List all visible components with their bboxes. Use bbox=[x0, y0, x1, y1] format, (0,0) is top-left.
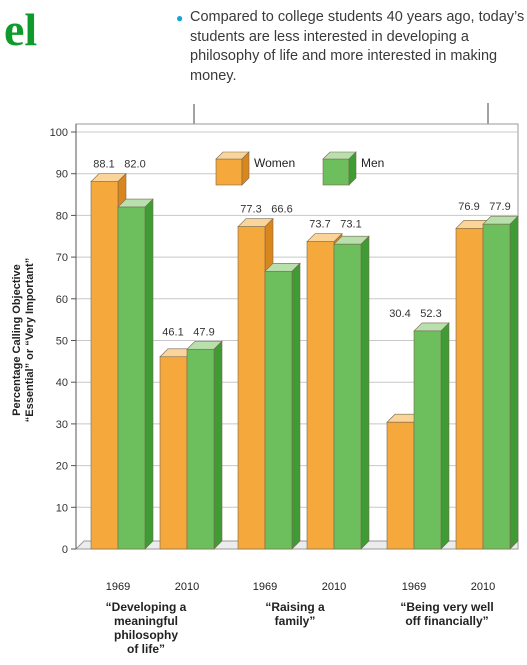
bar-women bbox=[306, 241, 335, 550]
data-label-women: 88.1 bbox=[93, 159, 114, 171]
legend-label-men: Men bbox=[361, 156, 384, 170]
data-label-men: 77.9 bbox=[489, 201, 510, 213]
data-label-women: 77.3 bbox=[240, 204, 261, 216]
data-label-women: 76.9 bbox=[458, 201, 479, 213]
data-labels: 88.1 82.0 46.1 47.9 77.3 66.6 73.7 73.1 30.4 52.3… bbox=[93, 159, 510, 339]
callout-text: Compared to college students 40 years ag… bbox=[190, 9, 525, 84]
bar-men-side bbox=[291, 262, 301, 550]
data-label-men: 47.9 bbox=[193, 326, 214, 338]
y-tick-label: 0 bbox=[62, 544, 68, 556]
y-tick-label: 80 bbox=[56, 210, 68, 222]
x-year-label: 2010 bbox=[471, 581, 495, 593]
bullet-icon: ● bbox=[176, 11, 184, 25]
y-tick-label: 90 bbox=[56, 169, 68, 181]
x-category-label: family” bbox=[275, 614, 316, 628]
x-axis-labels: 1969 2010 1969 2010 1969 2010 “Developing amea… bbox=[106, 581, 496, 656]
x-category-label: meaningful bbox=[114, 614, 178, 628]
bar-men-side bbox=[440, 322, 450, 550]
x-category-label: off financially” bbox=[405, 614, 488, 628]
x-year-label: 2010 bbox=[322, 581, 346, 593]
bar-women bbox=[159, 356, 188, 550]
y-tick-label: 40 bbox=[56, 377, 68, 389]
bar-men bbox=[117, 206, 146, 550]
y-axis: 0 10 20 30 40 50 60 70 80 90 100 bbox=[50, 124, 77, 556]
legend-label-women: Women bbox=[254, 156, 295, 170]
y-tick-label: 10 bbox=[56, 502, 68, 514]
x-year-label: 1969 bbox=[106, 581, 130, 593]
x-year-label: 1969 bbox=[253, 581, 277, 593]
x-category-label: philosophy bbox=[114, 628, 178, 642]
y-axis-title-line1: Percentage Calling Objective bbox=[11, 264, 23, 416]
x-category-label: “Developing a bbox=[106, 600, 187, 614]
bar-men bbox=[413, 330, 442, 550]
y-tick-label: 30 bbox=[56, 419, 68, 431]
bar-men bbox=[186, 348, 215, 550]
data-label-women: 46.1 bbox=[162, 326, 183, 338]
y-tick-label: 100 bbox=[50, 127, 68, 139]
y-tick-label: 20 bbox=[56, 461, 68, 473]
chart-callout: ● Compared to college students 40 years … bbox=[176, 8, 526, 86]
x-category-label: of life” bbox=[127, 642, 165, 656]
x-year-label: 2010 bbox=[175, 581, 199, 593]
bar-men-side bbox=[144, 198, 154, 550]
data-label-men: 52.3 bbox=[420, 308, 441, 320]
y-axis-title-line2: “Essential” or “Very Important” bbox=[24, 258, 36, 422]
legend: Women Men bbox=[215, 151, 384, 186]
x-year-label: 1969 bbox=[402, 581, 426, 593]
data-label-women: 73.7 bbox=[309, 219, 330, 231]
header-fragment: el bbox=[4, 4, 38, 55]
bar-men bbox=[482, 223, 511, 550]
legend-swatch-side bbox=[348, 151, 357, 186]
bar-women bbox=[237, 226, 266, 550]
y-tick-label: 70 bbox=[56, 252, 68, 264]
bar-women bbox=[455, 228, 484, 550]
y-tick-label: 60 bbox=[56, 294, 68, 306]
bar-men-side bbox=[213, 340, 223, 550]
legend-swatch-women bbox=[215, 158, 243, 186]
legend-swatch-men bbox=[322, 158, 350, 186]
bar-men bbox=[264, 270, 293, 550]
x-category-label: “Being very well bbox=[400, 600, 493, 614]
x-category-label: “Raising a bbox=[265, 600, 325, 614]
bar-men bbox=[333, 243, 362, 550]
y-tick-label: 50 bbox=[56, 336, 68, 348]
data-label-men: 82.0 bbox=[124, 159, 145, 171]
data-label-men: 66.6 bbox=[271, 204, 292, 216]
bar-women bbox=[386, 421, 415, 550]
bars bbox=[90, 172, 519, 550]
bar-men-side bbox=[360, 235, 370, 550]
bar-men-side bbox=[509, 215, 519, 550]
data-label-men: 73.1 bbox=[340, 219, 361, 231]
data-label-women: 30.4 bbox=[389, 308, 410, 320]
bar-women bbox=[90, 181, 119, 550]
legend-swatch-side bbox=[241, 151, 250, 186]
